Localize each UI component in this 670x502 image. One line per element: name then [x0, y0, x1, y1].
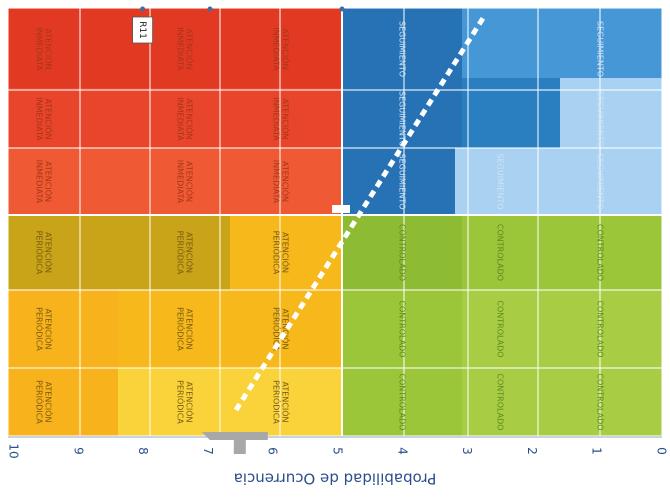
axis-tick-label-9: 9: [71, 447, 85, 455]
threshold-line: [233, 13, 488, 412]
center-marker: [332, 205, 350, 213]
zone-dividers: [8, 8, 662, 436]
cell-label-atencion-inmediata-2: ATENCIÓNINMEDIATA: [35, 160, 55, 204]
cell-label-controlado-29: CONTROLADO: [496, 300, 505, 357]
cell-label-atencion-periodica-9: ATENCIÓNPERIÓDICA: [35, 231, 55, 275]
shade-controlado-dark: [342, 215, 462, 290]
risk-marker-label: R11: [137, 21, 147, 39]
cell-label-seguimiento-23: SEGUIMIENTO: [596, 91, 605, 147]
cell-label-seguimiento-20: SEGUIMIENTO: [398, 153, 407, 209]
cell-label-atencion-inmediata-4: ATENCIÓNINMEDIATA: [176, 97, 196, 141]
cell-label-seguimiento-24: SEGUIMIENTO: [596, 153, 605, 209]
shade-periodica-dark: [8, 215, 230, 290]
axis-tick-label-0: 0: [655, 447, 669, 455]
axis-bracket: [201, 432, 268, 440]
top-edge-dot-0: [207, 6, 213, 12]
cell-label-controlado-25: CONTROLADO: [398, 224, 407, 281]
cell-label-atencion-inmediata-1: ATENCIÓNINMEDIATA: [35, 97, 55, 141]
axis-tick-label-6: 6: [266, 447, 280, 455]
cell-label-seguimiento-18: SEGUIMIENTO: [398, 21, 407, 77]
cell-labels: ATENCIÓNINMEDIATA ATENCIÓNINMEDIATA ATENCI…: [35, 21, 605, 431]
cell-label-atencion-inmediata-3: ATENCIÓNINMEDIATA: [176, 27, 196, 71]
cell-label-atencion-periodica-13: ATENCIÓNPERIÓDICA: [176, 307, 196, 351]
cell-label-atencion-periodica-11: ATENCIÓNPERIÓDICA: [35, 380, 55, 424]
cell-label-atencion-inmediata-5: ATENCIÓNINMEDIATA: [176, 160, 196, 204]
cell-label-controlado-33: CONTROLADO: [596, 373, 605, 430]
risk-marker-r11: R11: [132, 6, 154, 44]
shade-inmediata-bottom: [8, 148, 342, 215]
axis-bracket-stem: [233, 440, 246, 454]
cell-label-atencion-periodica-12: ATENCIÓNPERIÓDICA: [176, 231, 196, 275]
axis-tick-label-1: 1: [590, 447, 604, 455]
axis-title: Probabilidad de Ocurrencia: [234, 470, 437, 488]
zone-shading: [8, 8, 662, 436]
shade-controlado-light: [462, 290, 662, 436]
shade-seguimiento-mid: [462, 8, 662, 78]
axis-tick-label-4: 4: [395, 447, 409, 455]
cell-label-controlado-26: CONTROLADO: [398, 300, 407, 357]
shade-seguimiento-light: [560, 78, 662, 215]
threshold-dashed-line: [233, 13, 488, 412]
cell-label-atencion-periodica-16: ATENCIÓNPERIÓDICA: [272, 307, 292, 351]
cell-label-atencion-inmediata-8: ATENCIÓNINMEDIATA: [272, 160, 292, 204]
cell-label-seguimiento-21: SEGUIMIENTO: [496, 153, 505, 209]
cell-label-seguimiento-19: SEGUIMIENTO: [398, 91, 407, 147]
cell-label-atencion-inmediata-6: ATENCIÓNINMEDIATA: [272, 27, 292, 71]
cell-label-seguimiento-22: SEGUIMIENTO: [596, 21, 605, 77]
risk-marker-box: [132, 16, 154, 44]
risk-marker-dot: [140, 6, 146, 12]
axis-tick-label-3: 3: [460, 447, 474, 455]
axis-tick-label-7: 7: [201, 447, 215, 455]
cell-label-atencion-periodica-17: ATENCIÓNPERIÓDICA: [272, 380, 292, 424]
cell-label-atencion-inmediata-0: ATENCIÓNINMEDIATA: [35, 27, 55, 71]
cell-label-controlado-30: CONTROLADO: [496, 373, 505, 430]
risk-markers: R11: [132, 6, 345, 44]
cell-label-atencion-periodica-10: ATENCIÓNPERIÓDICA: [35, 307, 55, 351]
cell-label-controlado-28: CONTROLADO: [496, 224, 505, 281]
cell-label-controlado-31: CONTROLADO: [596, 224, 605, 281]
shade-periodica-light: [118, 368, 342, 436]
top-edge-dot-1: [339, 6, 345, 12]
axis-tick-label-5: 5: [331, 447, 345, 455]
shade-seguimiento-dark: [342, 8, 462, 215]
shade-seguimiento-light-2: [455, 148, 565, 215]
shade-periodica-left: [8, 290, 118, 436]
shade-inmediata-top: [8, 8, 342, 88]
axis-tick-label-10: 10: [7, 443, 21, 458]
cell-label-atencion-periodica-15: ATENCIÓNPERIÓDICA: [272, 231, 292, 275]
cell-label-controlado-32: CONTROLADO: [596, 300, 605, 357]
cell-label-atencion-periodica-14: ATENCIÓNPERIÓDICA: [176, 380, 196, 424]
cell-label-controlado-27: CONTROLADO: [398, 373, 407, 430]
axis-tick-label-8: 8: [136, 447, 150, 455]
cell-label-atencion-inmediata-7: ATENCIÓNINMEDIATA: [272, 97, 292, 141]
axis-tick-label-2: 2: [525, 447, 539, 455]
